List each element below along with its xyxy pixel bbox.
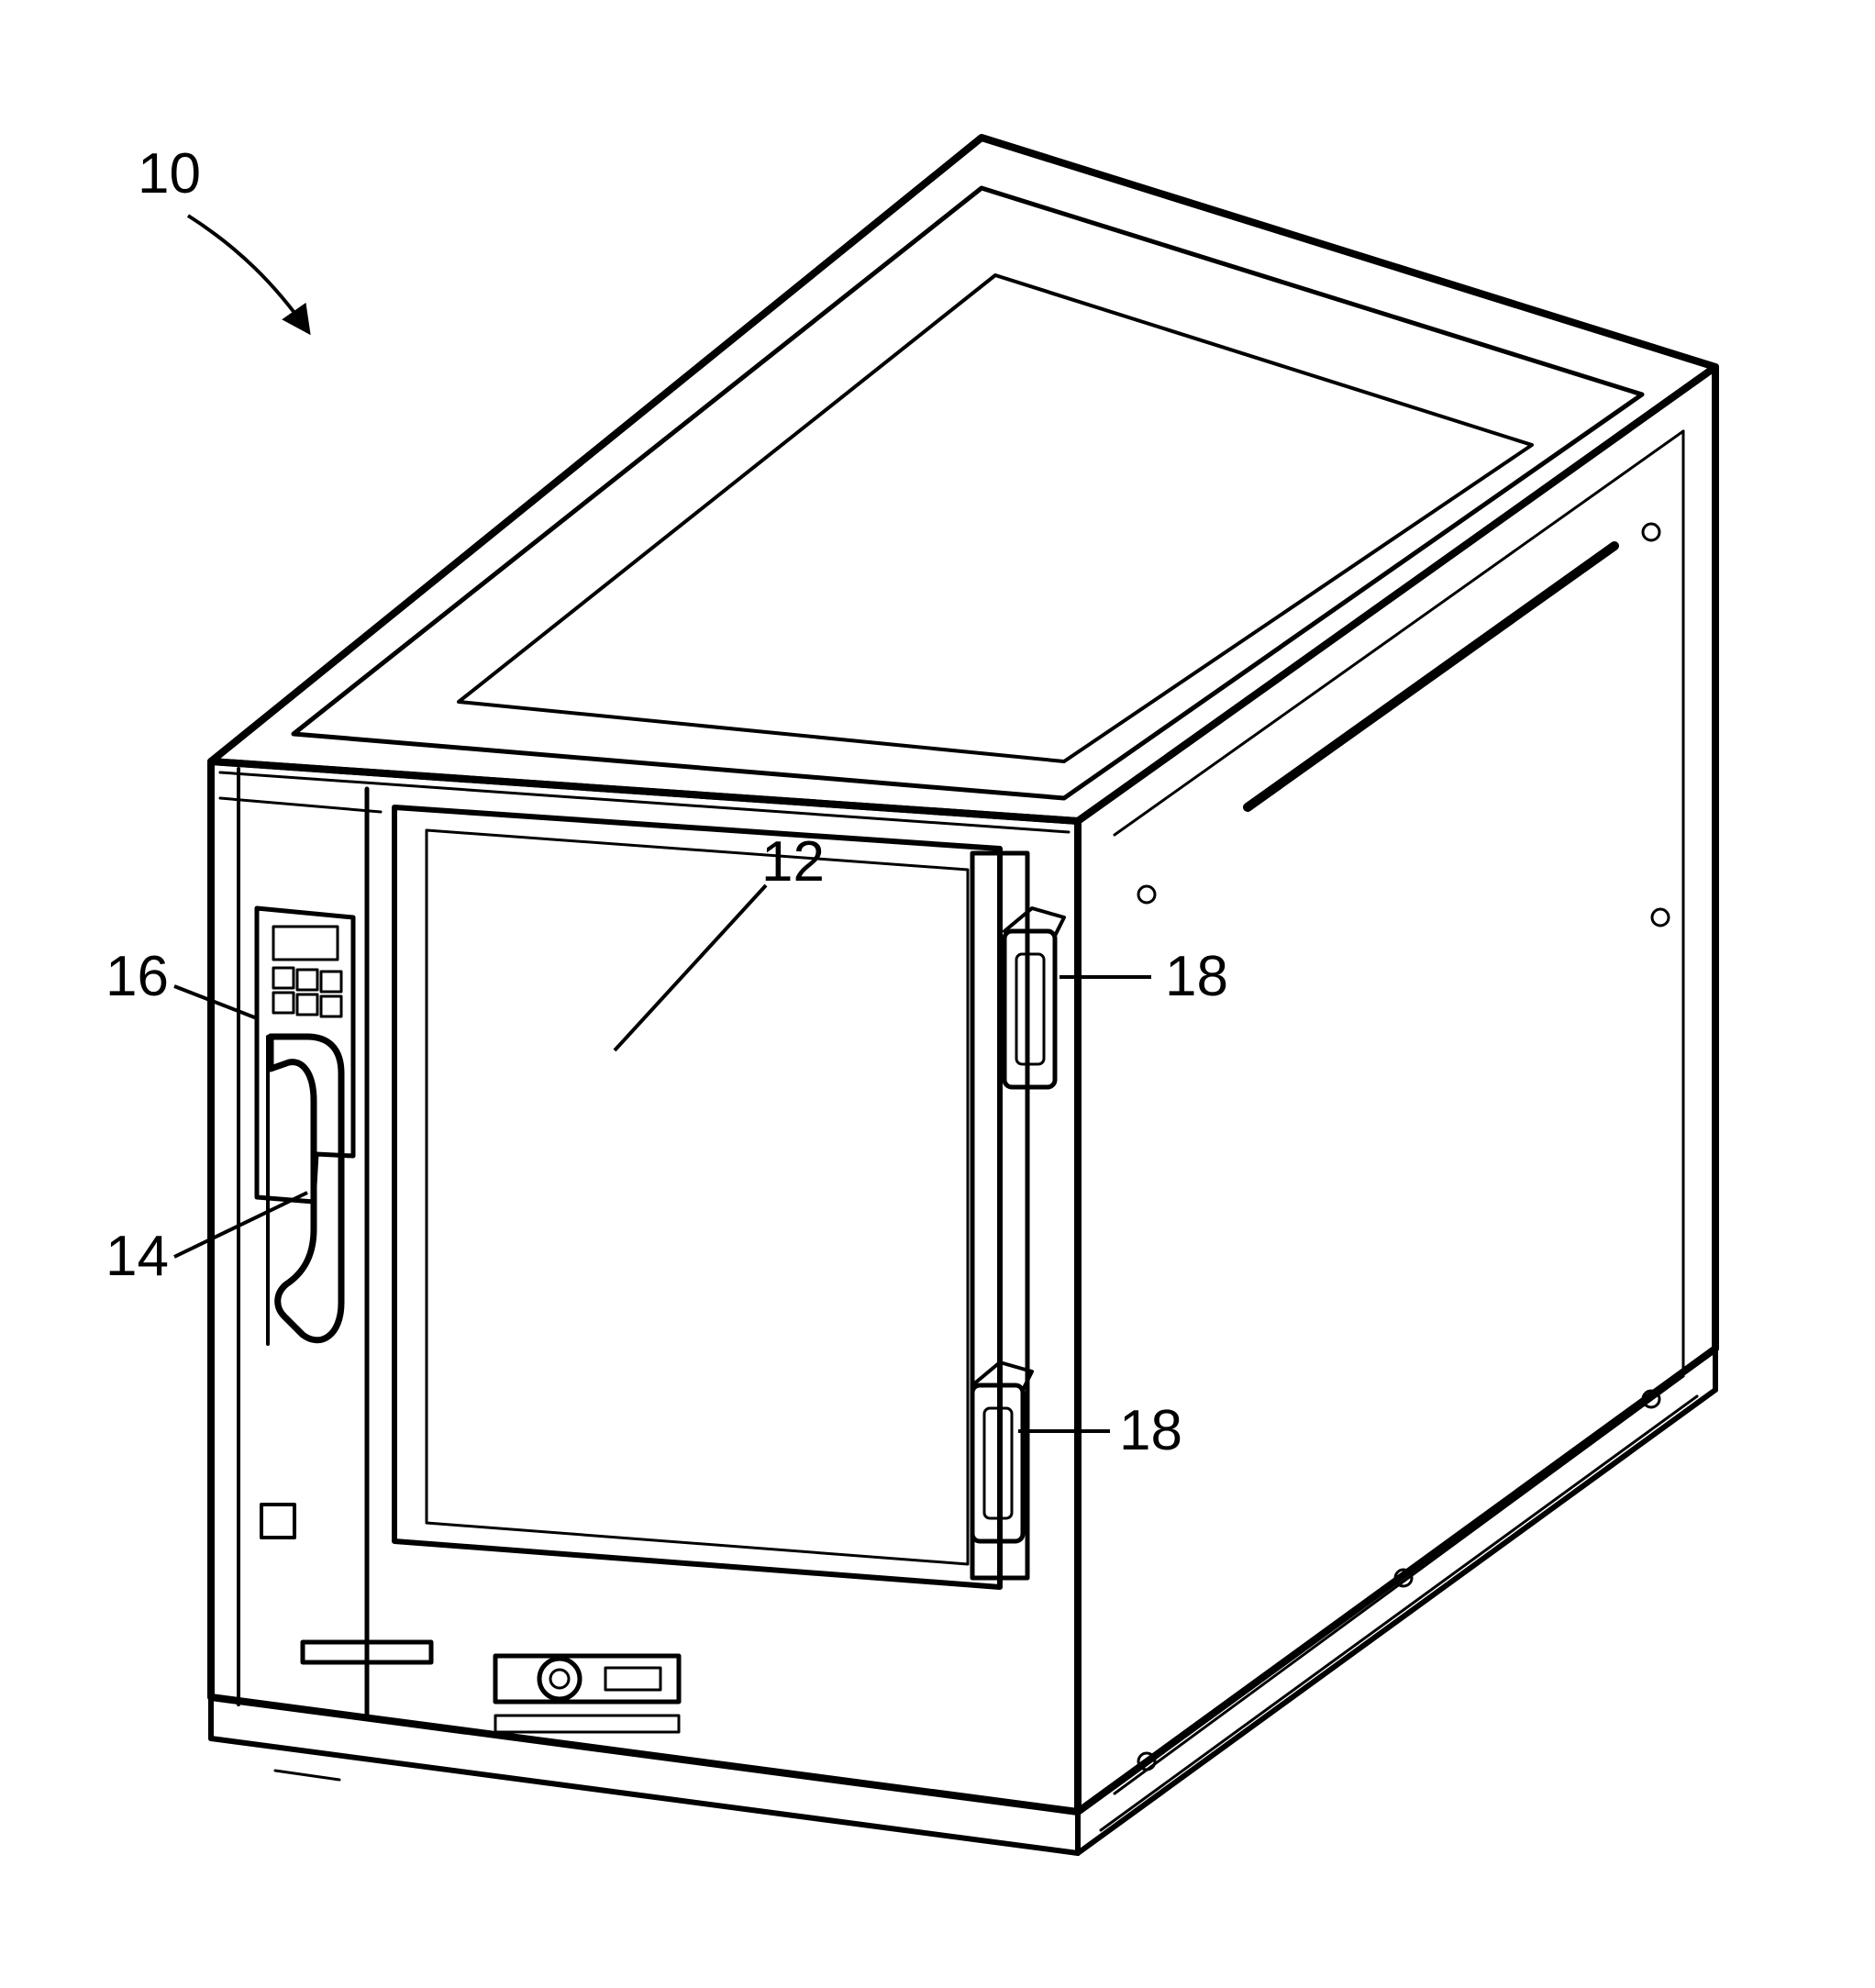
door-handle — [268, 1037, 341, 1344]
lead-12 — [615, 885, 766, 1050]
label-18-bottom: 18 — [1119, 1399, 1182, 1462]
label-18-top: 18 — [1165, 945, 1228, 1008]
hinge-top — [1004, 908, 1064, 1087]
cabinet-body — [211, 138, 1715, 1853]
label-12: 12 — [761, 830, 825, 894]
lead-16 — [174, 986, 257, 1018]
lead-10 — [188, 216, 307, 330]
label-10: 10 — [138, 142, 201, 205]
label-14: 14 — [105, 1225, 169, 1288]
oven-diagram: 10 12 14 16 18 18 — [0, 0, 1875, 1988]
label-16: 16 — [105, 945, 169, 1008]
lead-14 — [174, 1193, 307, 1257]
